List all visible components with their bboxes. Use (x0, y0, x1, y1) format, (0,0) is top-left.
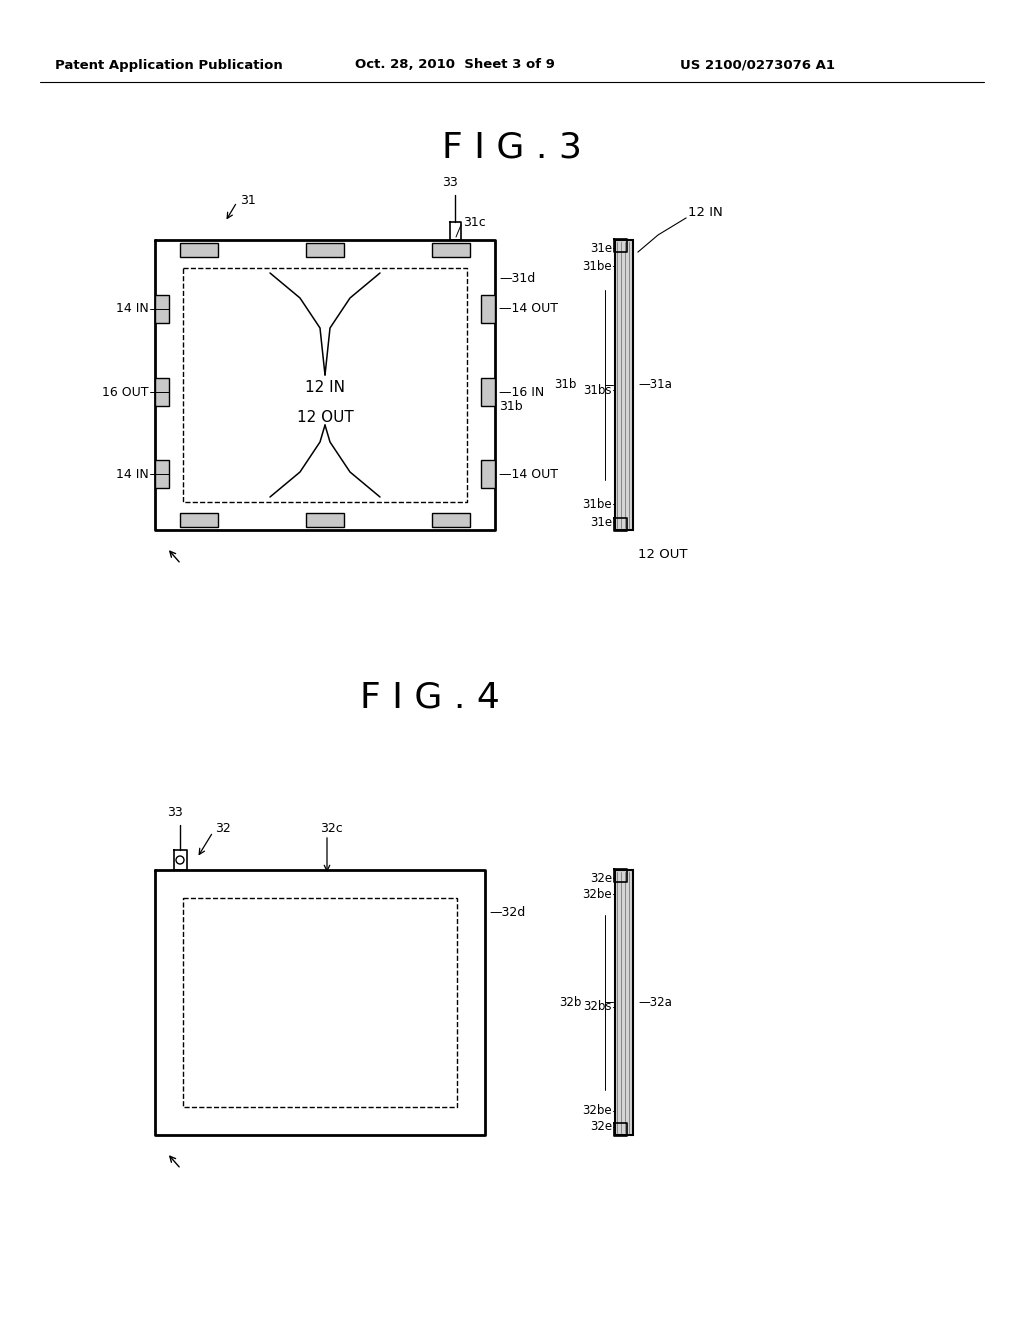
Polygon shape (155, 378, 169, 407)
Text: 31: 31 (240, 194, 256, 206)
Polygon shape (615, 240, 633, 531)
Text: US 2100/0273076 A1: US 2100/0273076 A1 (680, 58, 835, 71)
Text: 14 IN: 14 IN (117, 302, 150, 315)
Text: 16 OUT: 16 OUT (102, 385, 150, 399)
Text: Oct. 28, 2010  Sheet 3 of 9: Oct. 28, 2010 Sheet 3 of 9 (355, 58, 555, 71)
Polygon shape (432, 513, 470, 527)
Text: —31a: —31a (638, 379, 672, 392)
Text: —32a: —32a (638, 995, 672, 1008)
Text: 33: 33 (442, 176, 458, 189)
Text: 12 IN: 12 IN (305, 380, 345, 396)
Polygon shape (155, 294, 169, 323)
Polygon shape (615, 870, 633, 1135)
Text: 32be: 32be (583, 887, 612, 900)
Text: —31d: —31d (499, 272, 536, 285)
Text: 32be: 32be (583, 1105, 612, 1118)
Text: 32b: 32b (560, 995, 582, 1008)
Polygon shape (306, 513, 344, 527)
Polygon shape (432, 243, 470, 257)
Text: 32bs: 32bs (584, 1001, 612, 1014)
Polygon shape (155, 459, 169, 488)
Text: 12 IN: 12 IN (688, 206, 723, 219)
Polygon shape (481, 459, 495, 488)
Text: 33: 33 (167, 805, 183, 818)
Polygon shape (180, 243, 218, 257)
Text: F I G . 3: F I G . 3 (442, 131, 582, 165)
Text: 12 OUT: 12 OUT (638, 549, 687, 561)
Text: 31b: 31b (499, 400, 522, 412)
Text: F I G . 4: F I G . 4 (360, 681, 500, 715)
Polygon shape (306, 243, 344, 257)
Text: 31c: 31c (463, 215, 485, 228)
Text: 31e: 31e (590, 516, 612, 528)
Polygon shape (481, 294, 495, 323)
Text: 32: 32 (215, 821, 230, 834)
Text: 31be: 31be (583, 260, 612, 272)
Text: 32e: 32e (590, 1121, 612, 1134)
Text: —14 OUT: —14 OUT (499, 467, 558, 480)
Text: Patent Application Publication: Patent Application Publication (55, 58, 283, 71)
Text: 31bs: 31bs (584, 384, 612, 396)
Polygon shape (481, 378, 495, 407)
Text: 32e: 32e (590, 871, 612, 884)
Text: 12 OUT: 12 OUT (297, 411, 353, 425)
Text: —32d: —32d (489, 906, 525, 919)
Text: —14 OUT: —14 OUT (499, 302, 558, 315)
Text: 32c: 32c (319, 821, 343, 834)
Text: 31be: 31be (583, 498, 612, 511)
Polygon shape (180, 513, 218, 527)
Text: 31b: 31b (555, 379, 577, 392)
Text: 31e: 31e (590, 242, 612, 255)
Text: —16 IN: —16 IN (499, 385, 544, 399)
Text: 14 IN: 14 IN (117, 467, 150, 480)
